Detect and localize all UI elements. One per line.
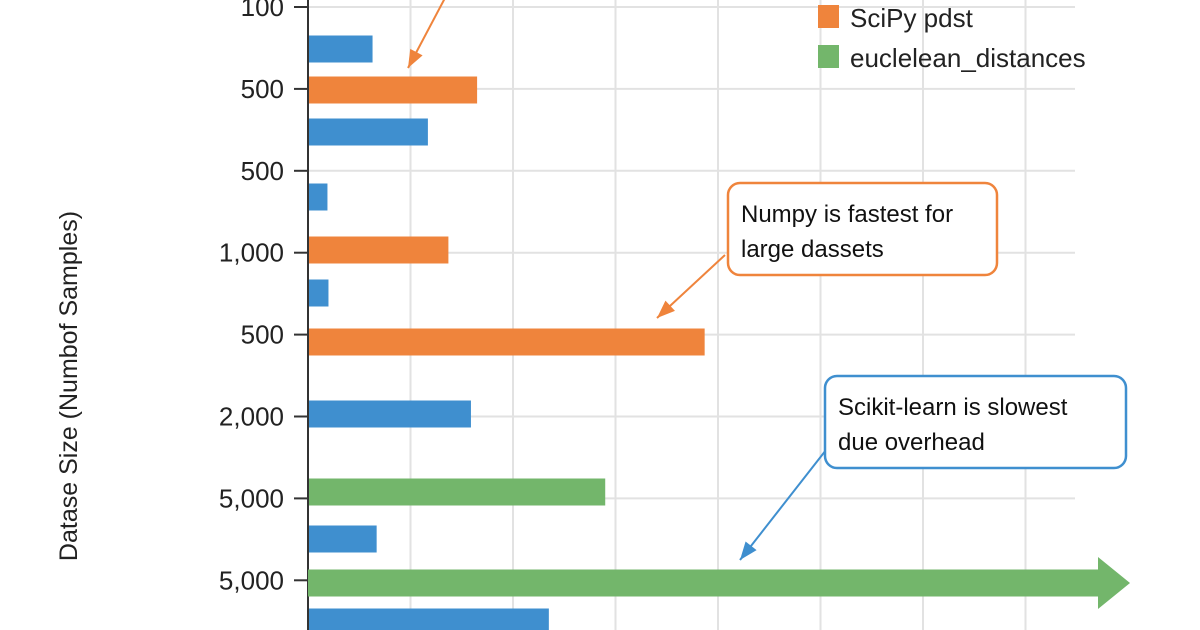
y-tick-label: 100 xyxy=(241,0,284,22)
bar xyxy=(309,279,329,307)
y-tick-label: 1,000 xyxy=(219,238,284,268)
bar xyxy=(309,183,328,211)
bar xyxy=(309,608,549,630)
annotation-text: due overhead xyxy=(838,429,985,456)
bar xyxy=(309,236,449,264)
bar xyxy=(309,400,471,428)
bar xyxy=(309,525,377,553)
legend-label: euclelean_distances xyxy=(850,43,1086,73)
y-tick-label: 2,000 xyxy=(219,402,284,432)
bar xyxy=(309,35,373,63)
legend-swatch xyxy=(818,5,839,28)
annotation-arrow-line xyxy=(739,449,827,561)
arrowhead-icon xyxy=(740,541,757,560)
bar xyxy=(309,328,705,356)
y-tick-label: 5,000 xyxy=(219,565,284,595)
arrowhead-icon xyxy=(408,48,423,68)
bar xyxy=(309,118,428,146)
y-tick-label: 500 xyxy=(241,320,284,350)
y-tick-label: 500 xyxy=(241,156,284,186)
bar xyxy=(309,478,606,506)
annotation-text: large dassets xyxy=(741,236,884,263)
arrowhead-icon xyxy=(657,300,675,318)
annotation-box xyxy=(823,374,1128,470)
y-tick-label: 500 xyxy=(241,74,284,104)
y-tick-label: 5,000 xyxy=(219,483,284,513)
legend-label: SciPy pdst xyxy=(850,3,974,33)
annotation-box xyxy=(726,181,999,277)
legend-swatch xyxy=(818,45,839,68)
y-axis-label: Datase Size (Numbof Samples) xyxy=(55,211,83,561)
annotation-text: Scikit-learn is slowest xyxy=(838,394,1068,421)
annotation-text: Numpy is fastest for xyxy=(741,201,953,228)
bar xyxy=(309,76,478,104)
bar-arrow xyxy=(308,557,1130,609)
